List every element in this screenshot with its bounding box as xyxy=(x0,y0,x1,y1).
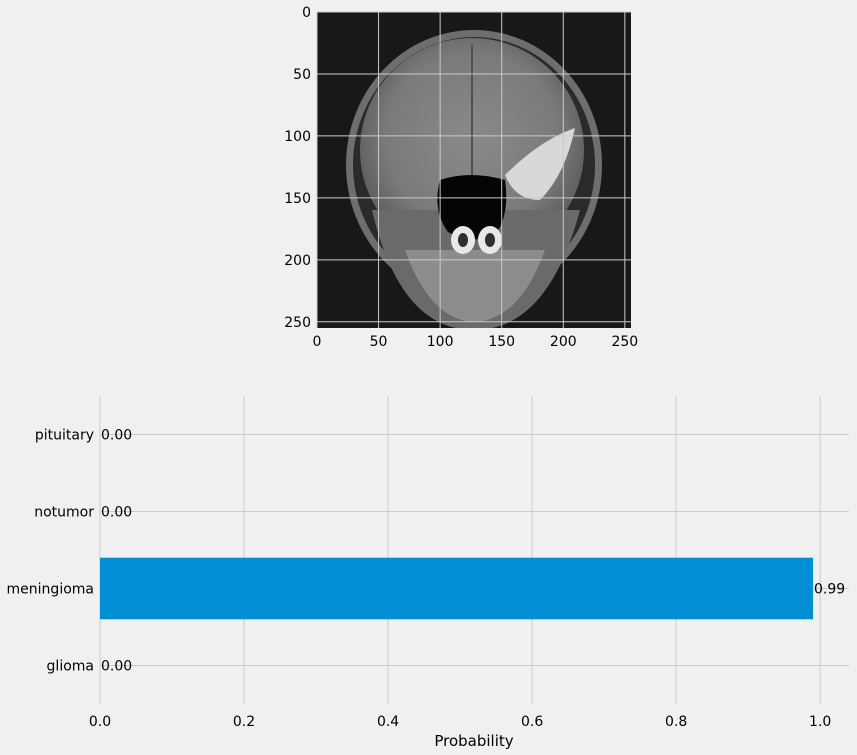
bar-meningioma xyxy=(100,557,813,620)
image-x-tick-label: 150 xyxy=(488,334,515,350)
bar-x-tick-label: 1.0 xyxy=(809,714,831,730)
image-x-tick-label: 50 xyxy=(370,334,388,350)
image-x-tick-label: 200 xyxy=(550,334,577,350)
image-x-tick-label: 0 xyxy=(313,334,322,350)
bar-x-tick-label: 0.8 xyxy=(665,714,687,730)
bar-x-ticks: 0.0 0.2 0.4 0.6 0.8 1.0 xyxy=(89,714,831,730)
x-axis-label: Probability xyxy=(434,732,513,750)
image-y-tick-label: 200 xyxy=(284,253,311,269)
bar-y-ticks: glioma meningioma notumor pituitary xyxy=(7,428,95,675)
image-y-tick-label: 150 xyxy=(284,191,311,207)
bars xyxy=(100,557,813,620)
image-grid xyxy=(316,11,631,328)
bar-category-label-glioma: glioma xyxy=(47,659,94,675)
bar-x-tick-label: 0.2 xyxy=(233,714,255,730)
image-y-tick-label: 50 xyxy=(293,67,311,83)
mri-image xyxy=(317,12,631,328)
bar-value-label-glioma: 0.00 xyxy=(101,659,132,675)
bar-data-labels: 0.00 0.99 0.00 0.00 xyxy=(101,428,845,675)
bar-category-label-meningioma: meningioma xyxy=(7,582,94,598)
image-y-tick-label: 100 xyxy=(284,129,311,145)
image-y-tick-label: 250 xyxy=(284,315,311,331)
bar-category-label-notumor: notumor xyxy=(34,505,94,521)
image-y-ticks: 0 50 100 150 200 250 xyxy=(284,5,311,331)
probability-bar-chart: 0.00 0.99 0.00 0.00 glioma meningioma notumor… xyxy=(7,396,849,750)
bar-grid xyxy=(99,396,849,704)
bar-value-label-notumor: 0.00 xyxy=(101,505,132,521)
bar-value-label-pituitary: 0.00 xyxy=(101,428,132,444)
bar-value-label-meningioma: 0.99 xyxy=(814,582,845,598)
bar-x-tick-label: 0.6 xyxy=(521,714,543,730)
bar-category-label-pituitary: pituitary xyxy=(35,428,94,444)
image-y-tick-label: 0 xyxy=(302,5,311,21)
image-x-tick-label: 250 xyxy=(611,334,638,350)
bar-x-tick-label: 0.4 xyxy=(377,714,399,730)
image-x-ticks: 0 50 100 150 200 250 xyxy=(313,334,639,350)
mri-image-plot: 0 50 100 150 200 250 0 50 100 150 200 250 xyxy=(284,5,638,350)
bar-x-tick-label: 0.0 xyxy=(89,714,111,730)
image-x-tick-label: 100 xyxy=(427,334,454,350)
